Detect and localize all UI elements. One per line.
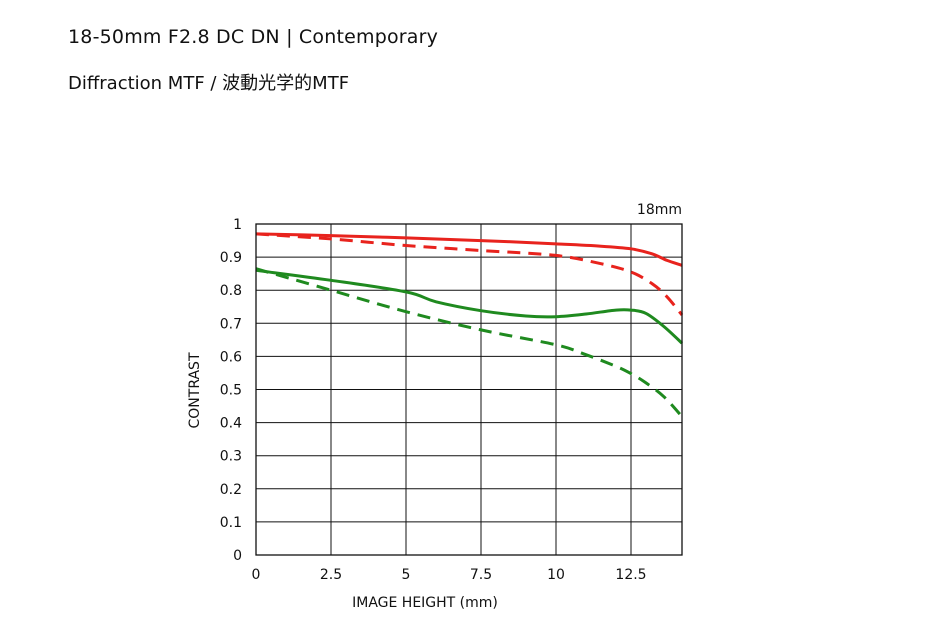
- mtf-curve-2: [255, 232, 684, 316]
- y-tick-label: 0.3: [220, 449, 242, 465]
- y-tick-label: 0.5: [220, 383, 242, 399]
- y-tick-label: 0.6: [220, 349, 242, 365]
- y-tick-label: 0: [233, 548, 242, 564]
- x-tick-labels: 0 2.5 5 7.5 10 12.5: [252, 567, 647, 583]
- y-tick-label: 0.2: [220, 482, 242, 498]
- mtf-curve-4: [255, 267, 684, 418]
- chart-grid: [255, 223, 682, 556]
- x-tick-label: 0: [252, 567, 261, 583]
- y-tick-label: 0.9: [220, 250, 242, 266]
- x-tick-label: 2.5: [320, 567, 342, 583]
- x-tick-label: 7.5: [470, 567, 492, 583]
- x-tick-label: 10: [547, 567, 565, 583]
- mtf-curve-3: [255, 268, 684, 345]
- y-tick-label: 1: [233, 217, 242, 233]
- page-subtitle: Diffraction MTF / 波動光学的MTF: [68, 73, 350, 94]
- x-axis-label: IMAGE HEIGHT (mm): [352, 595, 498, 611]
- y-tick-label: 0.4: [220, 416, 242, 432]
- y-tick-label: 0.8: [220, 283, 242, 299]
- mtf-curve-1: [255, 232, 683, 267]
- x-tick-label: 5: [402, 567, 411, 583]
- y-axis-label: CONTRAST: [187, 352, 203, 428]
- y-tick-label: 0.1: [220, 515, 242, 531]
- x-tick-label: 12.5: [615, 567, 646, 583]
- plot-frame: [255, 223, 683, 556]
- chart-series: [255, 232, 684, 418]
- y-tick-label: 0.7: [220, 316, 242, 332]
- focal-length-label: 18mm: [637, 202, 682, 218]
- page-title: 18-50mm F2.8 DC DN | Contemporary: [68, 26, 439, 48]
- y-tick-labels: 0 0.1 0.2 0.3 0.4 0.5 0.6 0.7 0.8 0.9 1: [220, 217, 242, 564]
